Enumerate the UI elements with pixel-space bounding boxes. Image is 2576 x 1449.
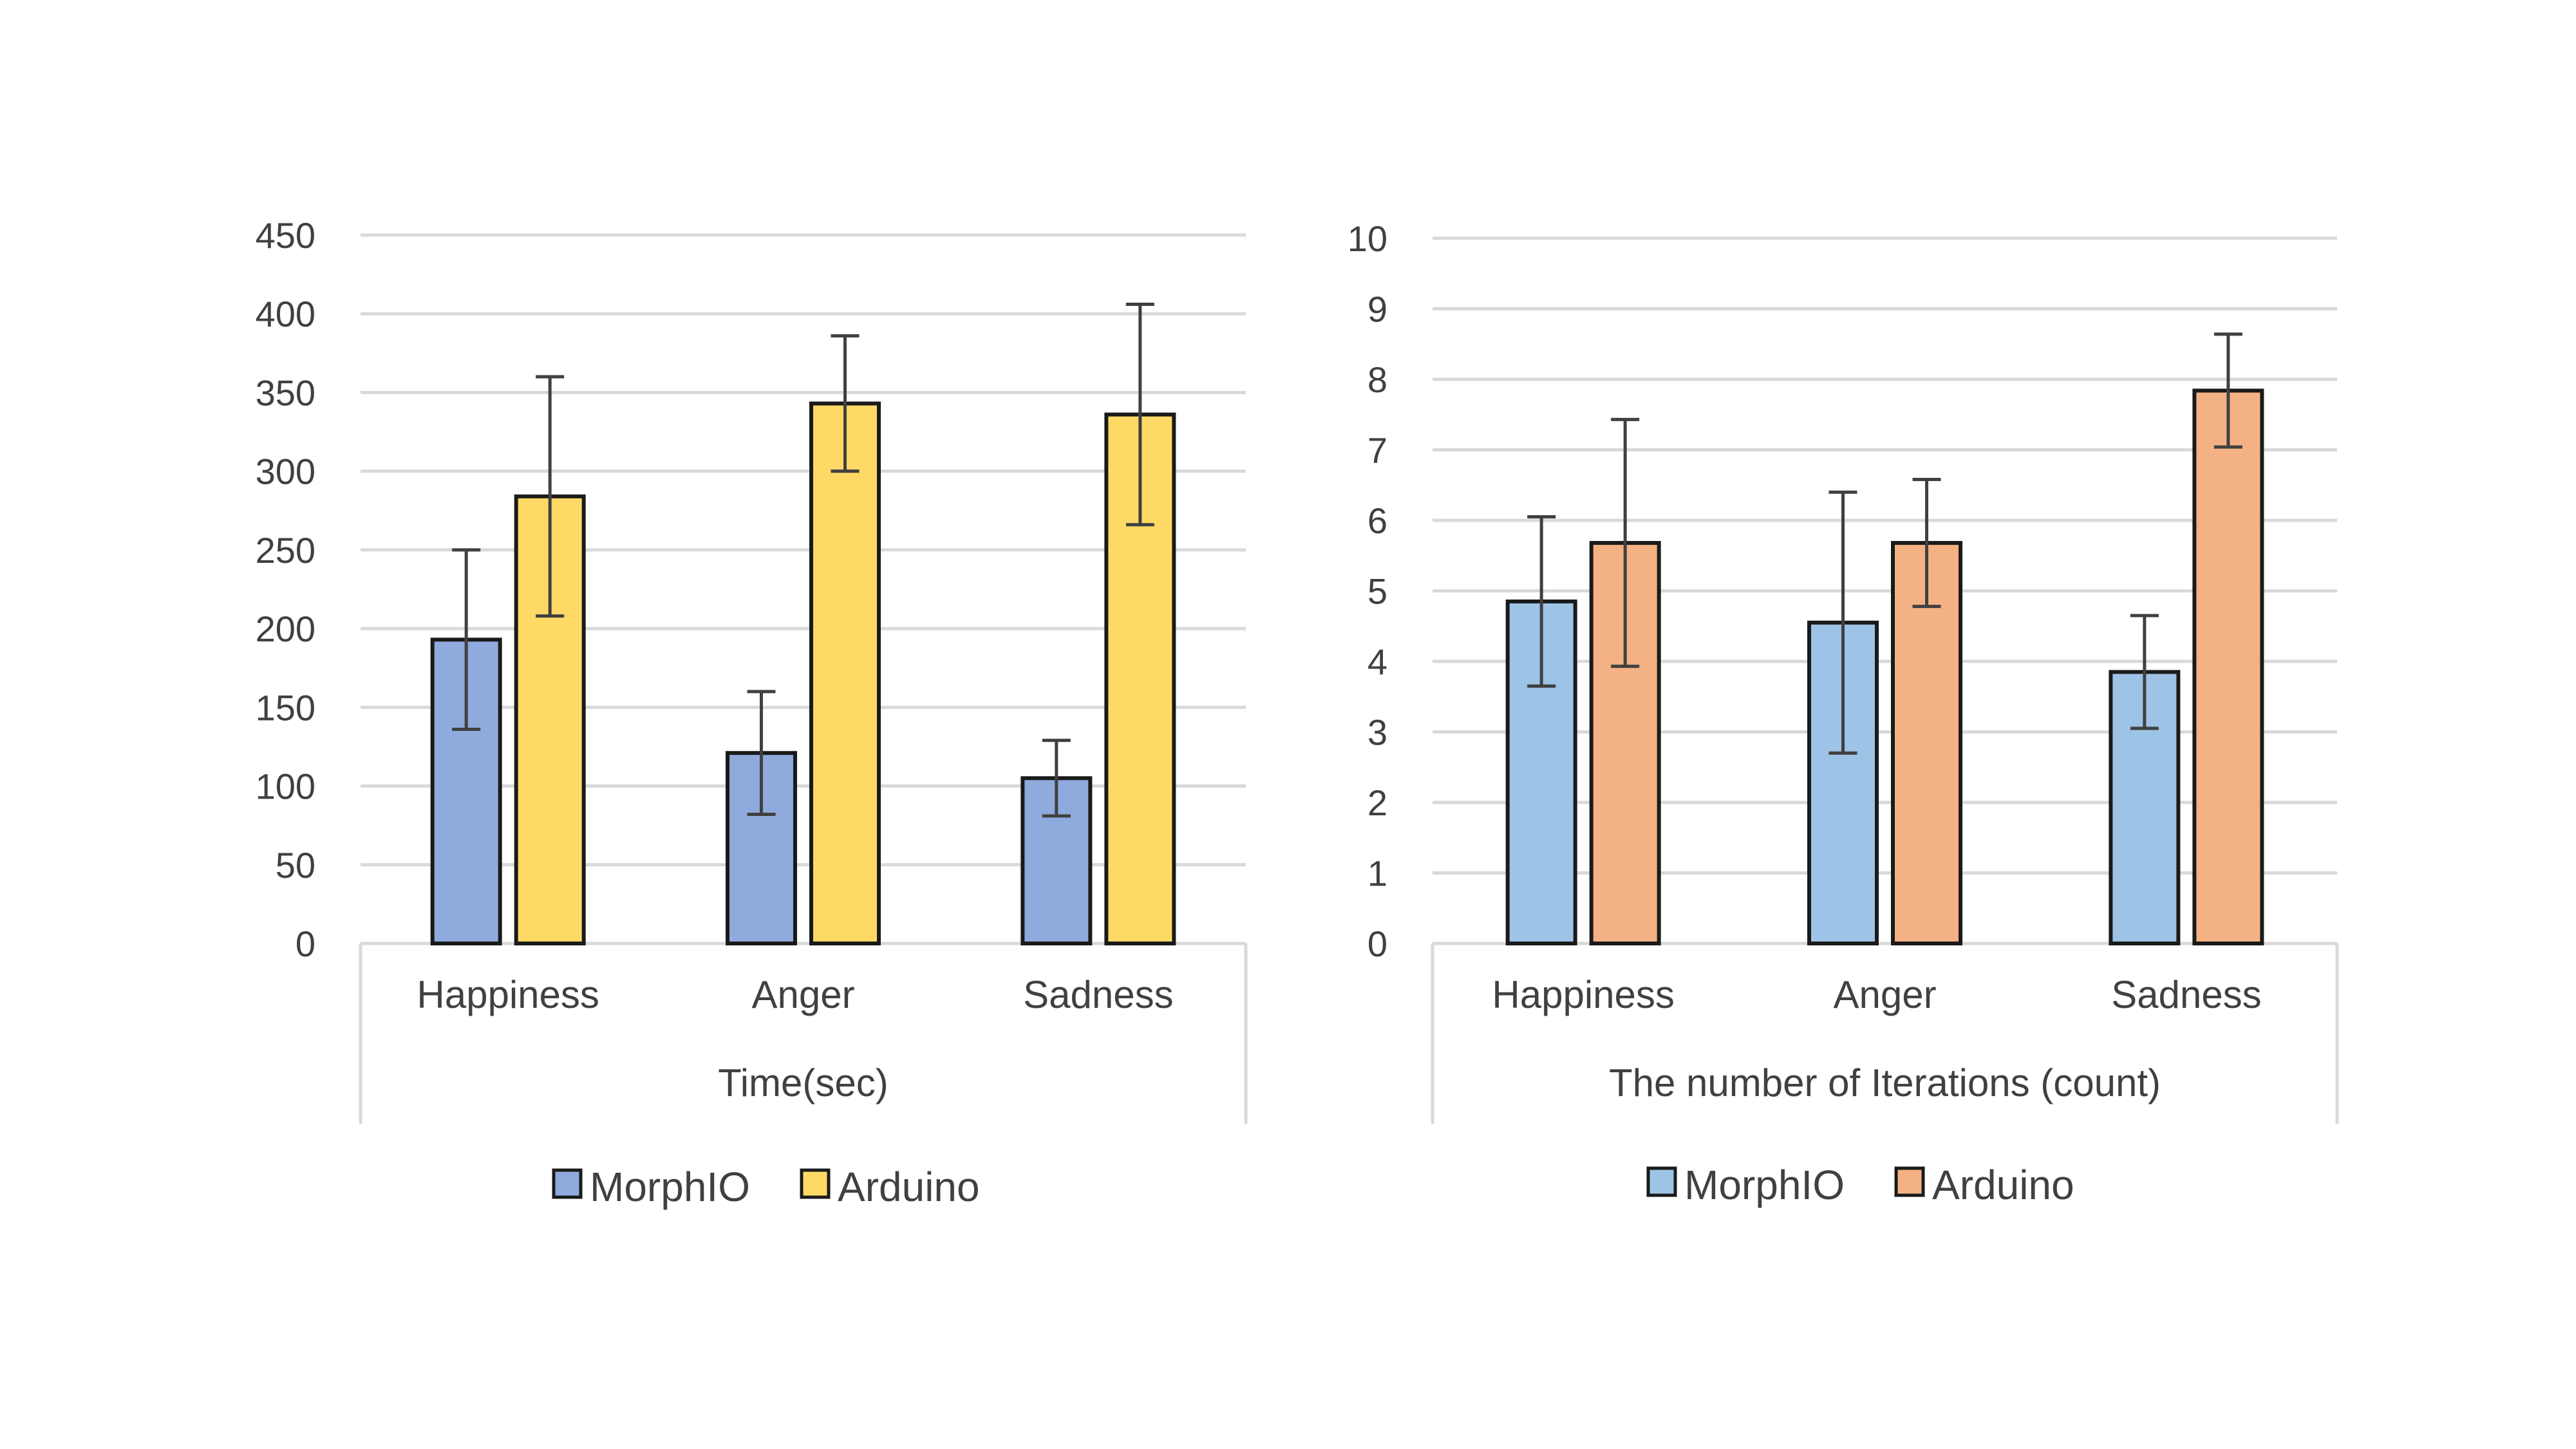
legend-label-morphio: MorphIO (590, 1164, 750, 1210)
x-axis-title: Time(sec) (718, 1061, 888, 1104)
y-tick-label: 100 (256, 766, 315, 807)
y-tick-label: 6 (1368, 500, 1387, 541)
y-tick-label: 250 (256, 530, 315, 571)
y-tick-label: 8 (1368, 359, 1387, 400)
y-tick-label: 300 (256, 451, 315, 492)
legend-label-morphio: MorphIO (1684, 1162, 1845, 1208)
y-tick-label: 450 (256, 215, 315, 256)
x-category-label: Sadness (2111, 973, 2262, 1016)
y-tick-label: 7 (1368, 430, 1387, 471)
y-tick-label: 400 (256, 294, 315, 334)
x-category-label: Happiness (417, 973, 599, 1016)
y-tick-label: 3 (1368, 712, 1387, 753)
y-tick-label: 0 (296, 923, 315, 964)
y-tick-label: 5 (1368, 571, 1387, 612)
x-category-label: Anger (1833, 973, 1936, 1016)
x-category-label: Sadness (1023, 973, 1174, 1016)
y-tick-label: 4 (1368, 641, 1387, 682)
y-tick-label: 9 (1368, 289, 1387, 330)
y-tick-label: 200 (256, 609, 315, 649)
y-tick-label: 2 (1368, 782, 1387, 823)
y-tick-label: 50 (276, 845, 315, 886)
bar-arduino-sadness (2192, 388, 2264, 945)
legend-label-arduino: Arduino (1932, 1162, 2074, 1208)
y-tick-label: 10 (1348, 218, 1387, 259)
legend-label-arduino: Arduino (838, 1164, 980, 1210)
y-tick-label: 0 (1368, 923, 1387, 964)
legend-swatch-morphio (1646, 1166, 1677, 1197)
x-category-label: Happiness (1492, 973, 1675, 1016)
legend-swatch-arduino (800, 1168, 831, 1199)
legend-swatch-arduino (1894, 1166, 1925, 1197)
x-category-label: Anger (751, 973, 854, 1016)
chart-2: 0 1 2 3 4 5 6 7 8 9 10 Happiness Anger Sadness The num… (1348, 218, 2339, 1208)
y-tick-label: 1 (1368, 853, 1387, 894)
chart-1: 0 50 100 150 200 250 300 350 400 450 Happiness Ange… (256, 215, 1248, 1210)
legend-swatch-morphio (552, 1168, 583, 1199)
y-tick-label: 150 (256, 687, 315, 728)
y-tick-label: 350 (256, 372, 315, 413)
bar-arduino-anger (809, 401, 881, 945)
x-axis-title: The number of Iterations (count) (1609, 1061, 2161, 1104)
